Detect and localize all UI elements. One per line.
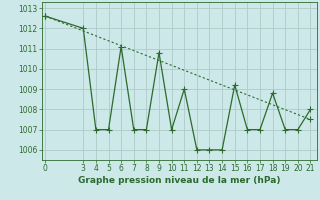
X-axis label: Graphe pression niveau de la mer (hPa): Graphe pression niveau de la mer (hPa) [78, 176, 280, 185]
